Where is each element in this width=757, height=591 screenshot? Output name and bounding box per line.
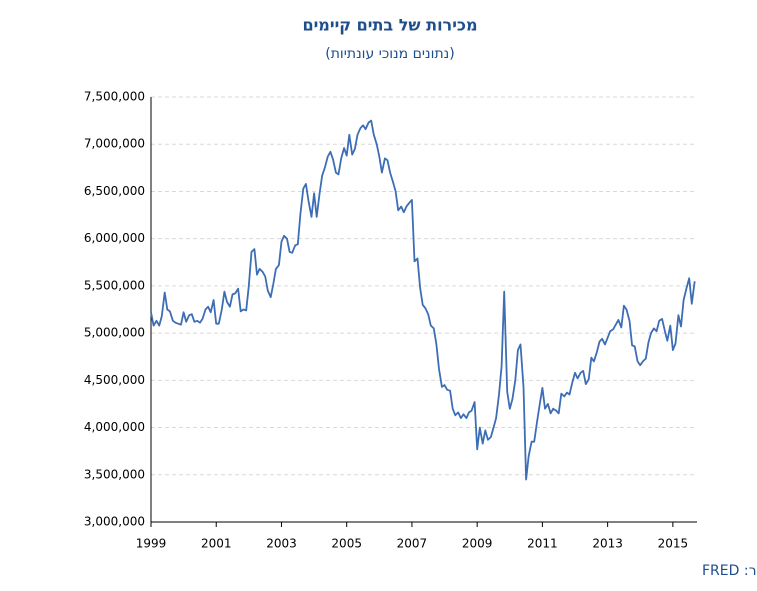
y-tick-label: 3,000,000: [84, 515, 145, 529]
data-line: [150, 119, 696, 481]
x-tick-label: 2001: [201, 537, 232, 551]
x-tick-label: 2011: [527, 537, 558, 551]
y-tick-label: 7,000,000: [84, 137, 145, 151]
x-tick-label: 2013: [592, 537, 623, 551]
x-tick-label: 2007: [397, 537, 428, 551]
x-tick-label: 2003: [266, 537, 297, 551]
y-tick-label: 4,000,000: [84, 420, 145, 434]
y-tick-label: 3,500,000: [84, 467, 145, 481]
x-tick-label: 1999: [136, 537, 167, 551]
source-note: מקור: FRED: [702, 563, 757, 579]
y-tick-label: 4,500,000: [84, 373, 145, 387]
y-tick-label: 6,500,000: [84, 184, 145, 198]
chart-title: מכירות של בתים קיימים: [302, 16, 477, 35]
x-tick-label: 2005: [331, 537, 362, 551]
chart-subtitle: (נתונים מנוכי עונתיות): [325, 46, 454, 62]
y-tick-label: 5,500,000: [84, 278, 145, 292]
x-tick-label: 2009: [462, 537, 493, 551]
y-tick-label: 6,000,000: [84, 231, 145, 245]
y-tick-label: 5,000,000: [84, 326, 145, 340]
x-tick-label: 2015: [658, 537, 689, 551]
y-tick-label: 7,500,000: [84, 90, 145, 104]
